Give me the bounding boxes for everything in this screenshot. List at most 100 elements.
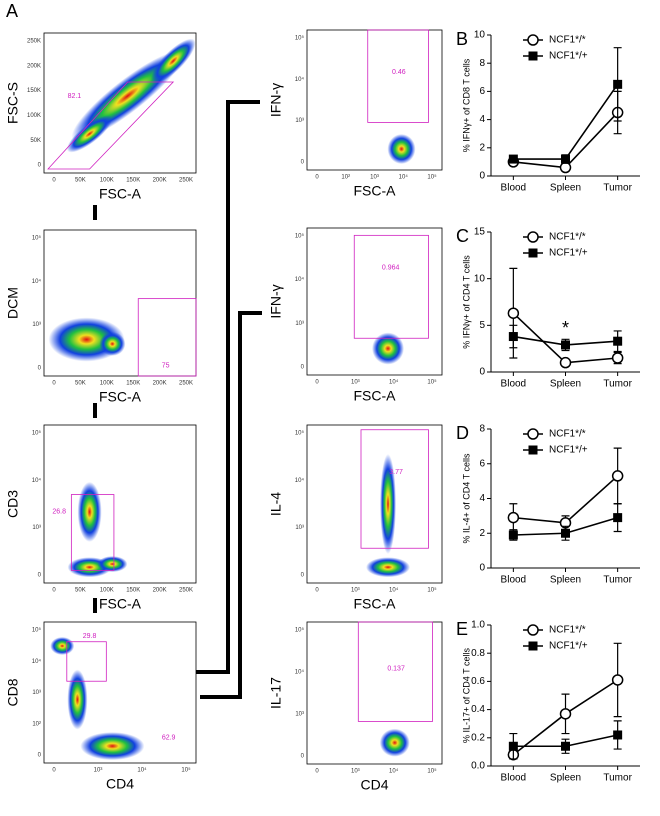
gate-label: 75	[162, 363, 170, 370]
x-tick-label: Blood	[501, 773, 527, 784]
density	[97, 556, 128, 573]
legend-label: NCF1*/*	[549, 429, 586, 440]
y-tick-label: 0	[301, 365, 305, 371]
gate	[66, 641, 107, 682]
point	[561, 528, 570, 538]
flow-plot: 0.46 0 10³ 10⁴ 10⁵ 0 10² 10³ 10⁴ 10⁵ FSC-A IFN-γ	[268, 29, 443, 199]
panel-letter: C	[456, 226, 469, 246]
flow-plot: 75 0 10³ 10⁴ 10⁵ 0 50K 100K 150K 200K 250K FSC-A DCM	[5, 229, 197, 405]
density	[80, 732, 145, 761]
y-axis-label: FSC-S	[5, 82, 21, 124]
y-tick-label: 10⁴	[32, 477, 42, 484]
x-tick-label: 150K	[126, 381, 140, 387]
legend-label: NCF1*/+	[549, 445, 588, 456]
y-tick-label: 10⁵	[295, 233, 305, 240]
x-tick-label: 0	[315, 769, 319, 775]
x-tick-label: 10⁴	[137, 767, 147, 774]
x-tick-label: 10⁴	[389, 379, 399, 386]
line-chart: B 0 2 4 6 8 10 Blood Spleen Tumor % IFNγ+ of CD8 T…	[456, 29, 640, 194]
x-tick-label: 10³	[370, 175, 379, 181]
y-tick-label: 0	[301, 160, 305, 166]
y-tick-label: 50K	[30, 138, 41, 144]
x-tick-label: 10⁴	[389, 587, 399, 594]
x-tick-label: 10⁴	[389, 768, 399, 775]
y-tick-label: 0	[38, 573, 42, 579]
x-tick-label: 150K	[126, 178, 140, 184]
x-tick-label: 10²	[341, 175, 350, 181]
x-tick-label: 50K	[75, 178, 86, 184]
density	[372, 332, 404, 365]
y-axis-label: DCM	[5, 287, 21, 319]
point	[507, 307, 520, 319]
x-tick-label: 200K	[153, 178, 167, 184]
x-axis-label: FSC-A	[354, 596, 397, 612]
y-tick-label: 4	[479, 114, 485, 125]
y-tick-label: 10⁵	[295, 627, 305, 634]
y-axis-label: IL-4	[268, 492, 284, 516]
x-tick-label: 10⁵	[427, 174, 437, 181]
y-tick-label: 0	[479, 563, 485, 574]
plot-frame	[306, 621, 443, 765]
point	[613, 79, 623, 89]
legend-marker	[528, 51, 538, 61]
legend-label: NCF1*/+	[549, 51, 588, 62]
y-tick-label: 6	[479, 458, 485, 469]
y-tick-label: 1.0	[471, 620, 485, 631]
y-tick-label: 4	[479, 493, 485, 504]
gate-label: 29.8	[83, 633, 97, 640]
plot-frame	[306, 29, 443, 171]
legend-marker	[528, 641, 538, 651]
gate-label: 26.8	[52, 509, 66, 516]
x-tick-label: 10³	[351, 588, 360, 594]
y-tick-label: 10⁴	[295, 276, 305, 283]
x-tick-label: 0	[52, 178, 56, 184]
y-axis-label: CD8	[5, 678, 21, 706]
legend-label: NCF1*/+	[549, 248, 588, 259]
point	[611, 352, 624, 364]
legend-marker	[527, 34, 539, 46]
y-tick-label: 15	[474, 227, 486, 238]
density	[380, 454, 396, 554]
x-axis-label: FSC-A	[354, 183, 397, 199]
y-tick-label: 0	[479, 171, 485, 182]
legend-marker	[527, 231, 539, 243]
gate	[360, 429, 429, 549]
gate	[70, 494, 115, 571]
point	[559, 161, 572, 174]
point	[611, 674, 624, 686]
x-axis-label: FSC-A	[99, 596, 142, 612]
y-axis-label: % IFNγ+ of CD4 T cells	[461, 255, 471, 349]
density	[379, 728, 410, 757]
x-tick-label: 0	[52, 768, 56, 774]
y-tick-label: 0	[301, 754, 305, 760]
y-tick-label: 10⁴	[32, 278, 42, 285]
point	[559, 708, 572, 720]
x-tick-label: Tumor	[603, 379, 632, 390]
legend-label: NCF1*/*	[549, 625, 586, 636]
y-tick-label: 6	[479, 86, 485, 97]
legend-label: NCF1*/*	[549, 35, 586, 46]
panel-letter: B	[456, 29, 468, 49]
legend-label: NCF1*/+	[549, 641, 588, 652]
x-tick-label: 250K	[179, 178, 193, 184]
y-tick-label: 10⁴	[295, 669, 305, 676]
y-axis-label: % IFNγ+ of CD8 T cells	[461, 58, 471, 152]
y-tick-label: 10	[474, 273, 486, 284]
plot-frame	[43, 424, 197, 584]
x-tick-label: Blood	[501, 183, 527, 194]
gate	[47, 81, 175, 170]
line-chart: D 0 2 4 6 8 Blood Spleen Tumor % IL-4+ of CD4 T c…	[456, 423, 640, 586]
x-tick-label: 10⁵	[427, 768, 437, 775]
point	[561, 154, 570, 164]
x-tick-label: 10³	[351, 769, 360, 775]
x-tick-label: Spleen	[550, 183, 581, 194]
y-tick-label: 200K	[27, 63, 41, 69]
gate	[367, 29, 429, 123]
series-line	[513, 83, 619, 160]
y-tick-label: 10⁴	[295, 477, 305, 484]
y-tick-label: 0.6	[471, 676, 485, 687]
x-tick-label: 10³	[94, 768, 103, 774]
x-tick-label: 100K	[100, 588, 114, 594]
y-tick-label: 10³	[295, 321, 304, 327]
flow-plot: 0.964 0 10³ 10⁴ 10⁵ 0 10³ 10⁴ 10⁵ FSC-A IFN-γ	[268, 227, 443, 404]
